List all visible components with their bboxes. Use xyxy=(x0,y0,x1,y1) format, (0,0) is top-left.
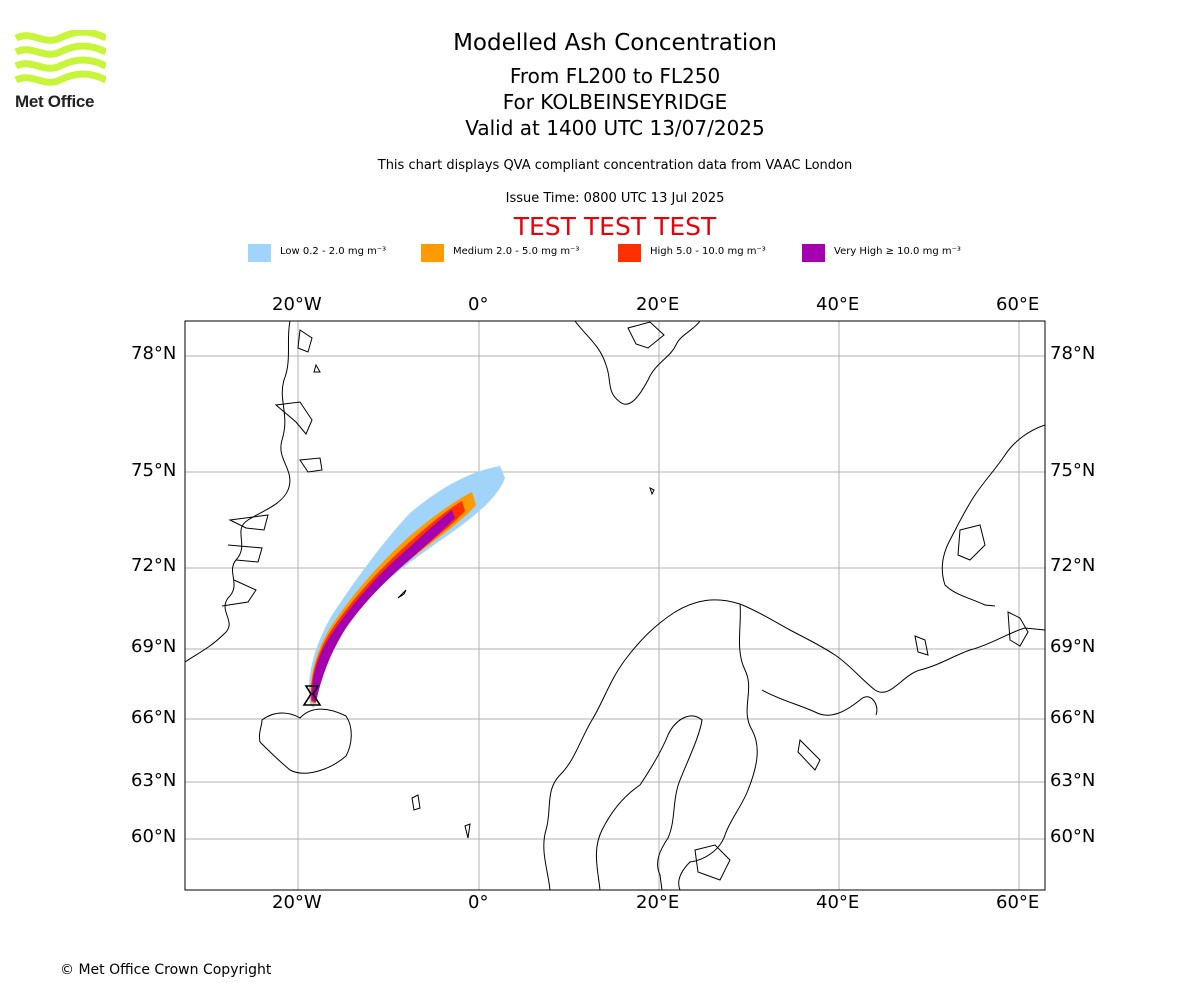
legend-label-very-high: Very High ≥ 10.0 mg m⁻³ xyxy=(834,246,961,257)
lat-tick-right-78n: 78°N xyxy=(1050,343,1096,364)
lat-tick-right-72n: 72°N xyxy=(1050,555,1096,576)
coastline-svalbard xyxy=(574,321,701,405)
lat-tick-left-78n: 78°N xyxy=(131,343,177,364)
ash-low-region xyxy=(308,466,505,708)
chart-title: Modelled Ash Concentration xyxy=(453,30,777,56)
issue-time: Issue Time: 0800 UTC 13 Jul 2025 xyxy=(505,191,725,206)
lon-tick-bottom-20e: 20°E xyxy=(636,892,680,913)
lon-tick-bottom-60e: 60°E xyxy=(996,892,1040,913)
ash-very-high-region xyxy=(311,510,455,702)
ash-plume xyxy=(308,466,505,708)
flight-level-range: From FL200 to FL250 xyxy=(509,64,721,88)
lon-tick-bottom-40e: 40°E xyxy=(816,892,860,913)
lon-tick-top-20w: 20°W xyxy=(272,294,322,315)
legend-swatch-high xyxy=(618,244,641,262)
coastline-scandinavia xyxy=(543,599,1045,890)
lon-tick-top-60e: 60°E xyxy=(996,294,1040,315)
lat-tick-right-63n: 63°N xyxy=(1050,770,1096,791)
lon-tick-bottom-20w: 20°W xyxy=(272,892,322,913)
legend-label-low: Low 0.2 - 2.0 mg m⁻³ xyxy=(280,246,387,257)
map-frame xyxy=(184,320,1046,891)
map-gridlines xyxy=(185,321,1045,890)
map-background xyxy=(185,321,1045,890)
lat-tick-left-69n: 69°N xyxy=(131,636,177,657)
legend-swatch-very-high xyxy=(802,244,825,262)
test-banner: TEST TEST TEST xyxy=(513,212,717,241)
volcano-source-icon xyxy=(302,685,322,706)
lat-tick-right-66n: 66°N xyxy=(1050,707,1096,728)
legend-swatch-low xyxy=(248,244,271,262)
coastlines xyxy=(185,321,1045,890)
lon-tick-bottom-0: 0° xyxy=(468,892,489,913)
legend-label-medium: Medium 2.0 - 5.0 mg m⁻³ xyxy=(453,246,580,257)
coastline-iceland xyxy=(258,708,352,774)
legend-label-high: High 5.0 - 10.0 mg m⁻³ xyxy=(650,246,766,257)
met-office-waves-icon xyxy=(14,28,108,86)
lat-tick-left-72n: 72°N xyxy=(131,555,177,576)
lat-tick-right-69n: 69°N xyxy=(1050,636,1096,657)
lon-tick-top-0: 0° xyxy=(468,294,489,315)
logo-text: Met Office xyxy=(15,92,95,111)
volcano-name: For KOLBEINSEYRIDGE xyxy=(502,90,728,114)
copyright-notice: © Met Office Crown Copyright xyxy=(60,962,272,978)
lat-tick-left-60n: 60°N xyxy=(131,826,177,847)
lat-tick-left-75n: 75°N xyxy=(131,460,177,481)
lat-tick-right-60n: 60°N xyxy=(1050,826,1096,847)
lon-tick-top-20e: 20°E xyxy=(636,294,680,315)
met-office-logo: Met Office xyxy=(14,28,108,111)
legend-swatch-medium xyxy=(421,244,444,262)
compliance-note: This chart displays QVA compliant concen… xyxy=(377,158,853,173)
lat-tick-right-75n: 75°N xyxy=(1050,460,1096,481)
lat-tick-left-66n: 66°N xyxy=(131,707,177,728)
coastline-novaya-zemlya xyxy=(941,424,1045,607)
coastline-greenland xyxy=(185,321,291,663)
valid-time: Valid at 1400 UTC 13/07/2025 xyxy=(465,116,765,140)
lat-tick-left-63n: 63°N xyxy=(131,770,177,791)
lon-tick-top-40e: 40°E xyxy=(816,294,860,315)
